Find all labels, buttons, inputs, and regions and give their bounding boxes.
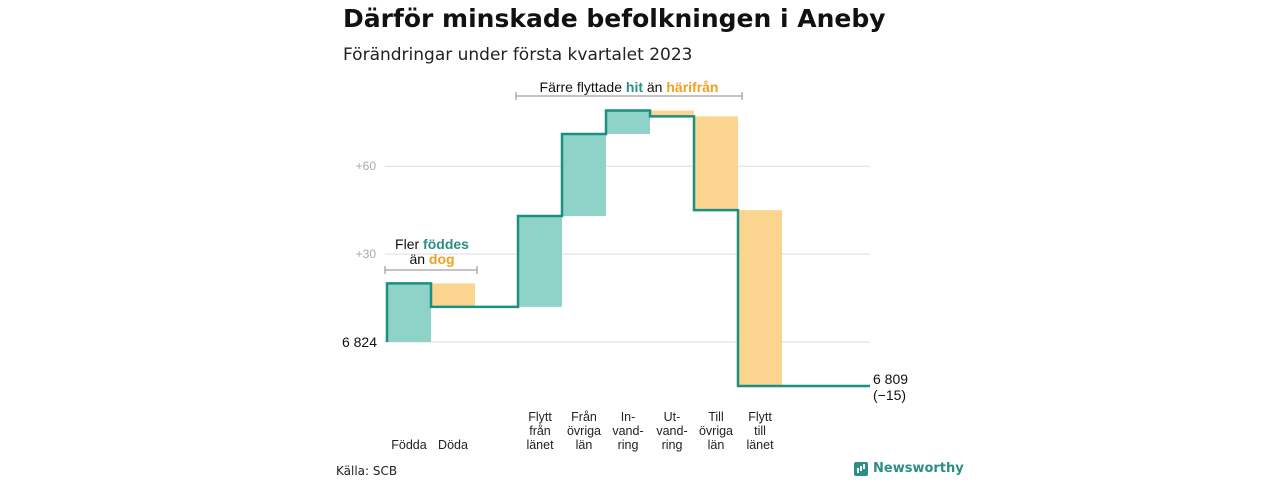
category-label: Döda — [438, 438, 468, 452]
category-label: Flytt — [528, 410, 552, 424]
category-label: Från — [571, 410, 597, 424]
category-label: län — [576, 438, 593, 452]
cumulative-step-line — [385, 109, 870, 388]
annotation-part: härifrån — [666, 79, 718, 95]
annotation-part: dog — [429, 251, 455, 267]
chart-title: Därför minskade befolkningen i Aneby — [343, 4, 886, 33]
chart-subtitle: Förändringar under första kvartalet 2023 — [343, 45, 693, 65]
category-label: Till — [708, 410, 724, 424]
annotation-part: föddes — [423, 236, 469, 252]
source-note: Källa: SCB — [336, 464, 398, 478]
category-label: från — [529, 424, 551, 438]
y-tick-label: +30 — [356, 247, 377, 261]
waterfall-bar — [650, 110, 694, 117]
category-label: övriga — [567, 424, 601, 438]
annotation-births-deaths-line1: Fler föddes — [395, 236, 469, 252]
end-value-label: 6 809 — [873, 371, 908, 387]
category-label: län — [708, 438, 725, 452]
annotation-migration: Färre flyttade hit än härifrån — [540, 79, 719, 95]
brand-name: Newsworthy — [873, 461, 964, 476]
category-label: länet — [746, 438, 774, 452]
annotation-births-deaths-line2: än dog — [409, 251, 454, 267]
category-label: ring — [618, 438, 639, 452]
y-tick-label: +60 — [356, 159, 377, 173]
end-change-label: (−15) — [873, 387, 906, 403]
annotation-part: Fler — [395, 236, 423, 252]
category-label: till — [754, 424, 766, 438]
annotation-part: än — [409, 251, 428, 267]
brand-logo[interactable]: Newsworthy — [854, 461, 964, 476]
category-label: övriga — [699, 424, 733, 438]
waterfall-bar — [431, 283, 475, 307]
category-label: Flytt — [748, 410, 772, 424]
newsworthy-chart-icon — [854, 461, 868, 476]
start-value-label: 6 824 — [342, 334, 377, 350]
waterfall-bar — [738, 210, 782, 386]
category-label: Ut- — [664, 410, 681, 424]
waterfall-bar — [518, 216, 562, 307]
annotation-part: Färre flyttade — [540, 79, 626, 95]
waterfall-bar — [562, 133, 606, 217]
annotation-part: hit — [626, 79, 643, 95]
category-label: vand- — [656, 424, 687, 438]
category-label: Födda — [391, 438, 426, 452]
category-label: länet — [526, 438, 554, 452]
waterfall-bar — [606, 110, 650, 134]
annotation-part: än — [643, 79, 666, 95]
waterfall-bar — [694, 116, 738, 211]
category-label: vand- — [612, 424, 643, 438]
waterfall-bar — [387, 283, 431, 342]
category-label: In- — [621, 410, 636, 424]
category-label: ring — [662, 438, 683, 452]
